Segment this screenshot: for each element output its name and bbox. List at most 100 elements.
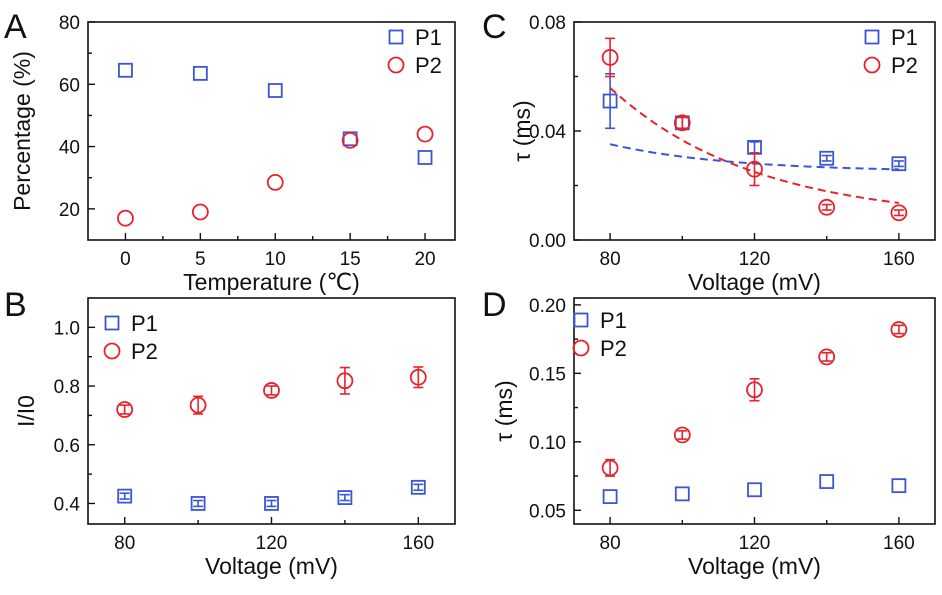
x-tick-label: 160 xyxy=(402,533,434,554)
data-point-p2 xyxy=(117,209,134,227)
panel-b: B 80 120 160 0.4 0.6 0.8 1.0 Voltage (mV) I/I0 P1 P… xyxy=(4,286,456,579)
x-tick-label: 80 xyxy=(600,249,621,270)
legend-marker-p1 xyxy=(864,29,880,45)
y-tick-label: 0.05 xyxy=(529,501,566,522)
legend-label-p2: P2 xyxy=(600,336,627,361)
x-tick-label: 160 xyxy=(883,249,915,270)
plot-frame xyxy=(87,21,456,241)
legend-marker-p2 xyxy=(387,56,405,74)
legend-marker-p1 xyxy=(104,315,120,331)
panel-a: A 0 5 10 15 20 20 40 60 80 Temperature (℃) Percenta… xyxy=(4,8,456,295)
data-point-p1 xyxy=(674,486,690,502)
y-tick-label: 0.8 xyxy=(54,377,80,398)
y-axis-label: τ (ms) xyxy=(491,380,517,441)
y-tick-label: 0.10 xyxy=(529,433,566,454)
legend-label-p1: P1 xyxy=(131,311,158,336)
x-axis-label: Voltage (mV) xyxy=(688,553,821,579)
y-axis-label: I/I0 xyxy=(13,395,39,427)
x-tick-label: 20 xyxy=(414,249,435,270)
data-point-p1 xyxy=(190,496,206,511)
data-point-p1 xyxy=(891,478,907,494)
x-tick-label: 80 xyxy=(114,533,135,554)
x-axis-label: Voltage (mV) xyxy=(688,269,821,295)
data-point-p2 xyxy=(341,131,359,149)
data-point-p1 xyxy=(118,62,133,78)
legend-label-p1: P1 xyxy=(600,308,627,333)
data-point-p1 xyxy=(117,488,133,504)
y-tick-label: 0.08 xyxy=(529,13,566,34)
data-point-p2 xyxy=(601,459,619,477)
plot-frame xyxy=(573,21,936,241)
x-tick-label: 120 xyxy=(739,533,771,554)
legend-label-p2: P2 xyxy=(415,53,442,78)
panel-c: C 80 120 160 0.00 0.04 0.08 Voltage (mV) τ (ms) P… xyxy=(482,8,936,295)
data-point-p2 xyxy=(263,382,280,399)
panel-d: D 80 120 160 0.05 0.10 0.15 0.20 Voltage (mV) τ (… xyxy=(482,286,936,579)
data-point-p2 xyxy=(601,49,619,66)
data-point-p1 xyxy=(674,115,690,131)
legend-marker-p2 xyxy=(103,342,121,360)
data-point-p1 xyxy=(267,83,283,98)
data-point-p2 xyxy=(189,396,207,414)
data-point-p1 xyxy=(264,496,279,511)
data-point-p2 xyxy=(673,426,691,444)
x-tick-label: 0 xyxy=(120,249,131,270)
data-point-p1 xyxy=(410,479,426,495)
legend-marker-p1 xyxy=(388,29,404,45)
y-tick-label: 20 xyxy=(59,200,80,221)
y-axis-label: τ (ms) xyxy=(509,100,535,161)
legend-marker-p2 xyxy=(572,339,590,357)
legend-marker-p1 xyxy=(573,312,589,328)
panel-label: A xyxy=(4,8,27,46)
y-tick-label: 0.15 xyxy=(529,364,566,385)
fit-curve-p2 xyxy=(609,87,900,204)
panel-label: B xyxy=(4,286,27,324)
data-point-p1 xyxy=(747,482,762,498)
data-point-p2 xyxy=(673,114,691,132)
y-tick-label: 60 xyxy=(59,75,80,96)
data-point-p1 xyxy=(891,156,907,172)
data-point-p1 xyxy=(417,150,433,165)
data-point-p1 xyxy=(602,93,618,109)
data-point-p1 xyxy=(819,474,835,489)
panel-label: D xyxy=(482,286,507,324)
x-axis-label: Voltage (mV) xyxy=(205,553,338,579)
x-tick-label: 5 xyxy=(195,249,206,270)
legend-label-p1: P1 xyxy=(415,25,442,50)
data-point-p1 xyxy=(819,150,835,166)
data-point-p2 xyxy=(746,160,763,178)
data-point-p1 xyxy=(192,65,208,81)
x-tick-label: 120 xyxy=(256,533,288,554)
y-tick-label: 0.6 xyxy=(54,436,80,457)
legend-marker-p2 xyxy=(863,56,881,74)
y-tick-label: 0.04 xyxy=(529,122,566,143)
data-point-p2 xyxy=(746,381,763,399)
legend-label-p2: P2 xyxy=(131,339,158,364)
x-tick-label: 15 xyxy=(340,249,361,270)
x-tick-label: 120 xyxy=(739,249,771,270)
y-tick-label: 40 xyxy=(59,138,80,159)
data-point-p1 xyxy=(337,490,353,505)
panel-label: C xyxy=(482,8,507,46)
data-point-p2 xyxy=(266,173,284,191)
y-tick-label: 0.20 xyxy=(529,296,566,317)
data-point-p2 xyxy=(416,125,434,143)
x-tick-label: 160 xyxy=(883,533,915,554)
data-point-p2 xyxy=(890,321,908,338)
data-point-p2 xyxy=(336,372,354,390)
data-point-p1 xyxy=(602,489,618,505)
legend-label-p2: P2 xyxy=(891,53,918,78)
y-tick-label: 80 xyxy=(59,13,80,34)
x-axis-label: Temperature (℃) xyxy=(183,269,360,295)
x-tick-label: 80 xyxy=(600,533,621,554)
data-point-p2 xyxy=(818,198,836,216)
y-tick-label: 1.0 xyxy=(54,318,80,339)
x-tick-label: 10 xyxy=(265,249,286,270)
data-point-p2 xyxy=(191,203,209,221)
data-point-p2 xyxy=(116,401,134,418)
plot-frame xyxy=(573,297,936,525)
legend-label-p1: P1 xyxy=(891,25,918,50)
y-axis-label: Percentage (%) xyxy=(9,51,35,211)
